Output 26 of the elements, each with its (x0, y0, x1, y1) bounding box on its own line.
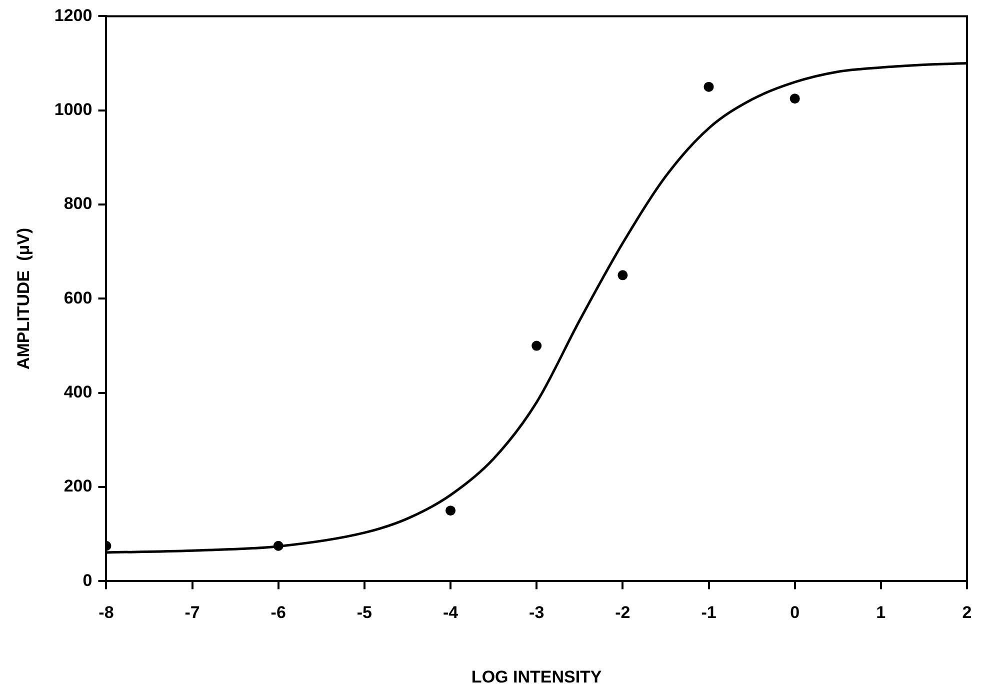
x-tick-label: -2 (615, 603, 630, 622)
y-tick-label: 800 (64, 194, 92, 214)
x-tick-label: -8 (98, 603, 114, 622)
point (446, 506, 456, 516)
x-tick-label: -5 (356, 603, 372, 622)
x-tick-label: 2 (962, 603, 972, 622)
y-tick-label: 0 (82, 570, 92, 590)
point (273, 540, 284, 551)
y-axis-title: AMPLITUDE (μV) (14, 228, 33, 370)
x-tick-label: -3 (529, 603, 544, 622)
x-axis-title: LOG INTENSITY (471, 667, 602, 686)
y-tick-label: 600 (64, 288, 92, 308)
x-tick-label: -6 (270, 603, 286, 622)
point (704, 82, 714, 92)
x-tick-label: 1 (876, 603, 886, 622)
y-tick-label: 1200 (54, 6, 92, 25)
x-tick-label: -7 (184, 603, 200, 622)
x-tick-label: -4 (442, 603, 459, 622)
point (790, 94, 800, 104)
x-tick-label: 0 (790, 603, 800, 622)
y-tick-label: 1000 (54, 100, 92, 120)
point (532, 340, 542, 351)
x-tick-label: -1 (701, 603, 716, 622)
y-tick-label: 200 (64, 476, 92, 496)
y-tick-label: 400 (64, 382, 92, 402)
point (618, 270, 628, 280)
